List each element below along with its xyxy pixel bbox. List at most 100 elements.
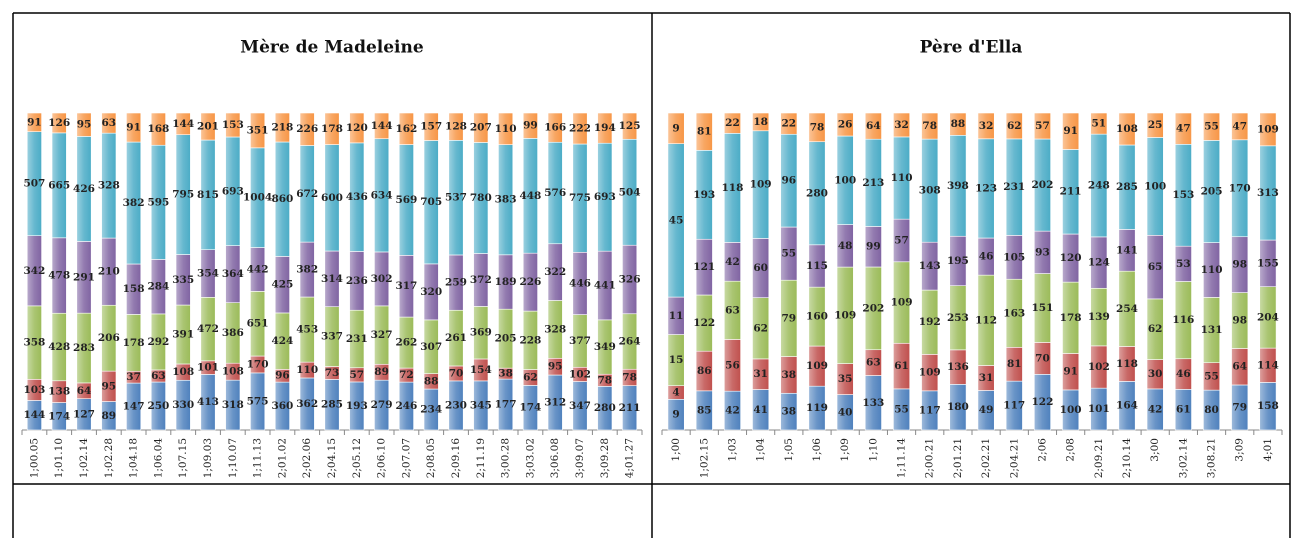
- data-label: 327: [371, 329, 393, 341]
- data-label: 168: [147, 123, 169, 135]
- data-label: 110: [296, 364, 318, 376]
- data-label: 279: [371, 399, 393, 411]
- x-tick-label: 2;01.21: [952, 438, 964, 478]
- data-label: 424: [271, 335, 293, 347]
- x-tick-label: 1;09.03: [202, 438, 214, 478]
- data-label: 144: [172, 118, 194, 130]
- bar-segment: [126, 112, 142, 143]
- data-label: 72: [399, 369, 414, 381]
- data-label: 377: [569, 335, 591, 347]
- data-label: 398: [947, 180, 969, 192]
- data-label: 114: [1257, 359, 1279, 371]
- data-label: 25: [1148, 119, 1163, 131]
- data-label: 307: [420, 341, 442, 353]
- data-label: 119: [806, 402, 828, 414]
- data-label: 37: [126, 371, 141, 383]
- data-label: 178: [1060, 312, 1082, 324]
- data-label: 120: [346, 122, 368, 134]
- data-label: 73: [325, 367, 340, 379]
- data-label: 335: [172, 274, 194, 286]
- data-label: 349: [594, 341, 616, 353]
- data-label: 62: [523, 371, 538, 383]
- data-label: 320: [420, 286, 442, 298]
- data-label: 210: [98, 266, 120, 278]
- data-label: 236: [346, 275, 368, 287]
- data-label: 22: [725, 117, 740, 129]
- data-label: 62: [1007, 120, 1022, 132]
- bar-segment: [498, 112, 514, 145]
- data-label: 98: [1232, 315, 1247, 327]
- data-label: 95: [548, 361, 563, 373]
- data-label: 345: [470, 399, 492, 411]
- x-tick-label: 4;01.27: [624, 438, 636, 478]
- bar-segment: [893, 112, 911, 138]
- bar-segment: [1118, 112, 1136, 146]
- data-label: 194: [594, 122, 616, 134]
- data-label: 32: [979, 120, 994, 132]
- data-label: 155: [1257, 257, 1279, 269]
- data-label: 253: [947, 312, 969, 324]
- data-label: 117: [919, 404, 941, 416]
- x-tick-label: 2;02.06: [301, 438, 313, 479]
- bar-segment: [299, 112, 315, 146]
- bar-segment: [250, 112, 266, 149]
- data-label: 158: [123, 283, 145, 295]
- data-label: 57: [894, 234, 909, 246]
- data-label: 230: [445, 399, 467, 411]
- data-label: 109: [1257, 123, 1279, 135]
- data-label: 372: [470, 274, 492, 286]
- data-label: 342: [23, 265, 45, 277]
- data-label: 453: [296, 324, 318, 336]
- data-label: 70: [449, 367, 464, 379]
- data-label: 537: [445, 192, 467, 204]
- data-label: 78: [597, 374, 612, 386]
- data-label: 139: [1088, 311, 1110, 323]
- bar-segment: [836, 112, 854, 137]
- data-label: 351: [247, 124, 269, 136]
- x-tick-label: 2;09.16: [450, 438, 462, 479]
- data-label: 246: [395, 400, 417, 412]
- data-label: 174: [48, 410, 70, 422]
- data-label: 121: [693, 261, 715, 273]
- data-label: 35: [838, 373, 853, 385]
- data-label: 85: [697, 404, 712, 416]
- data-label: 144: [23, 409, 45, 421]
- data-label: 569: [395, 194, 417, 206]
- data-label: 55: [782, 248, 797, 260]
- bar-segment: [752, 112, 770, 132]
- data-label: 154: [470, 364, 492, 376]
- data-label: 507: [23, 178, 45, 190]
- x-tick-label: 3;09: [1234, 438, 1246, 462]
- data-label: 95: [77, 119, 92, 131]
- data-label: 120: [1060, 252, 1082, 264]
- bar-segment: [423, 112, 439, 141]
- data-label: 93: [1035, 246, 1050, 258]
- bar-segment: [1033, 112, 1051, 140]
- x-tick-label: 2;07.07: [400, 438, 412, 478]
- data-label: 98: [1232, 259, 1247, 271]
- x-tick-label: 1;10: [867, 438, 879, 462]
- data-label: 478: [48, 270, 70, 282]
- data-label: 110: [1201, 264, 1223, 276]
- data-label: 250: [147, 400, 169, 412]
- data-label: 425: [271, 279, 293, 291]
- bar-segment: [547, 112, 563, 143]
- data-label: 391: [172, 329, 194, 341]
- data-label: 15: [669, 354, 684, 366]
- data-label: 126: [48, 117, 70, 129]
- bar-segment: [864, 112, 882, 140]
- data-label: 9: [672, 122, 679, 134]
- data-label: 112: [975, 314, 997, 326]
- data-label: 143: [919, 260, 941, 272]
- data-label: 91: [1063, 125, 1078, 137]
- x-tick-label: 3;09.07: [574, 438, 586, 478]
- data-label: 795: [172, 189, 194, 201]
- data-label: 226: [519, 276, 541, 288]
- data-label: 47: [1232, 120, 1247, 132]
- x-tick-label: 2;05.12: [351, 438, 363, 478]
- bar-segment: [1005, 112, 1023, 140]
- data-label: 262: [395, 337, 417, 349]
- data-label: 158: [1257, 400, 1279, 412]
- bar-segment: [448, 112, 464, 141]
- x-tick-label: 2;09.21: [1093, 438, 1105, 478]
